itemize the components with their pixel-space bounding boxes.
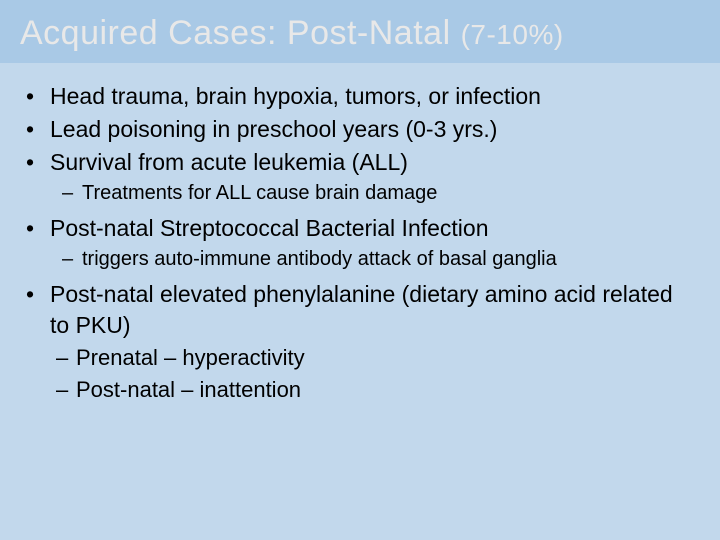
list-item: • Survival from acute leukemia (ALL) bbox=[26, 147, 694, 178]
title-bar: Acquired Cases: Post-Natal (7-10%) bbox=[0, 0, 720, 63]
bullet-dot-icon: • bbox=[26, 213, 50, 244]
list-subitem-text: Treatments for ALL cause brain damage bbox=[82, 180, 694, 207]
bullet-dot-icon: • bbox=[26, 147, 50, 178]
list-subitem-text: Post-natal – inattention bbox=[76, 375, 694, 405]
bullet-dash-icon: – bbox=[56, 343, 76, 373]
bullet-dash-icon: – bbox=[62, 246, 82, 273]
list-item-text: Post-natal Streptococcal Bacterial Infec… bbox=[50, 213, 694, 244]
list-item-text: Survival from acute leukemia (ALL) bbox=[50, 147, 694, 178]
bullet-dot-icon: • bbox=[26, 279, 50, 341]
list-subitem: – Treatments for ALL cause brain damage bbox=[62, 180, 694, 207]
list-subitem-text: triggers auto-immune antibody attack of … bbox=[82, 246, 694, 273]
list-item: • Head trauma, brain hypoxia, tumors, or… bbox=[26, 81, 694, 112]
list-item: • Lead poisoning in preschool years (0-3… bbox=[26, 114, 694, 145]
list-subitem: – triggers auto-immune antibody attack o… bbox=[62, 246, 694, 273]
bullet-dash-icon: – bbox=[56, 375, 76, 405]
bullet-dash-icon: – bbox=[62, 180, 82, 207]
list-item: • Post-natal Streptococcal Bacterial Inf… bbox=[26, 213, 694, 244]
list-item-text: Post-natal elevated phenylalanine (dieta… bbox=[50, 279, 694, 341]
bullet-dot-icon: • bbox=[26, 114, 50, 145]
list-item: • Post-natal elevated phenylalanine (die… bbox=[26, 279, 694, 341]
slide-title: Acquired Cases: Post-Natal (7-10%) bbox=[20, 14, 700, 53]
list-subitem: – Post-natal – inattention bbox=[56, 375, 694, 405]
list-subitem: – Prenatal – hyperactivity bbox=[56, 343, 694, 373]
list-item-text: Head trauma, brain hypoxia, tumors, or i… bbox=[50, 81, 694, 112]
bullet-dot-icon: • bbox=[26, 81, 50, 112]
list-subitem-text: Prenatal – hyperactivity bbox=[76, 343, 694, 373]
title-paren: (7-10%) bbox=[461, 19, 564, 50]
list-item-text: Lead poisoning in preschool years (0-3 y… bbox=[50, 114, 694, 145]
slide-content: • Head trauma, brain hypoxia, tumors, or… bbox=[0, 63, 720, 417]
title-main: Acquired Cases: Post-Natal bbox=[20, 14, 461, 52]
